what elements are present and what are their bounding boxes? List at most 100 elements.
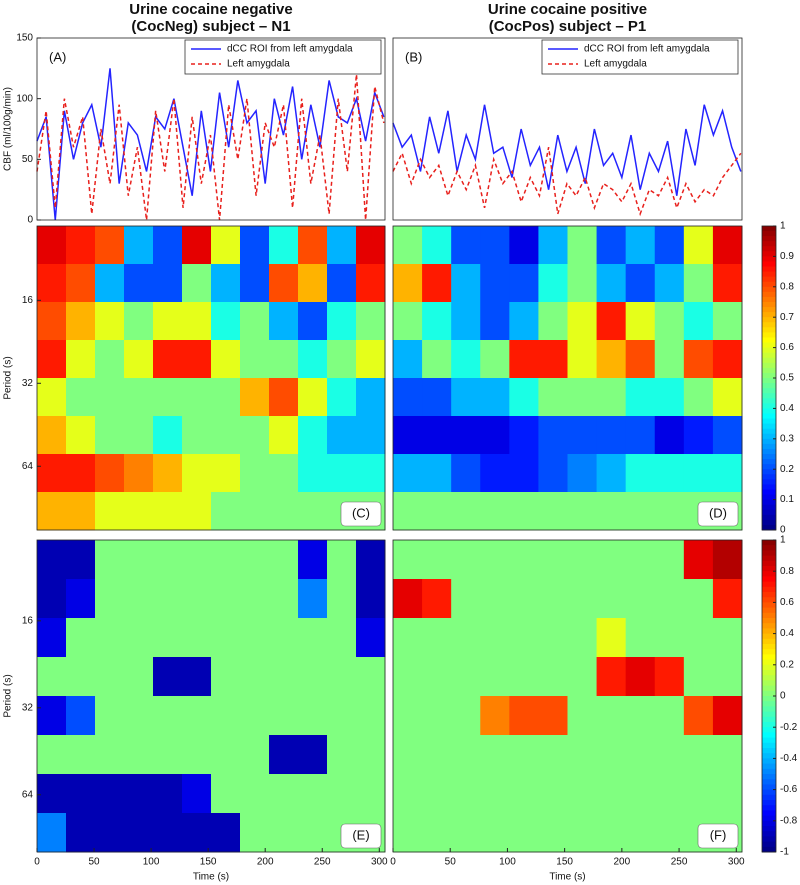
y-tick-label: 16: [22, 615, 34, 626]
colorbar-step: [762, 494, 776, 501]
heatmap-cell: [327, 774, 357, 814]
heatmap-cell: [66, 226, 96, 265]
heatmap-cell: [538, 340, 568, 379]
heatmap-cell: [422, 302, 452, 341]
heatmap-cell: [269, 264, 299, 303]
heatmap-cell: [480, 416, 510, 455]
heatmap-cell: [240, 226, 270, 265]
colorbar-step: [762, 612, 776, 619]
heatmap-cell: [596, 579, 627, 619]
heatmap-cell: [153, 735, 183, 775]
heatmap-cell: [712, 774, 743, 814]
heatmap-cell: [393, 618, 423, 658]
x-tick-label: 50: [88, 857, 100, 868]
heatmap-cell: [356, 264, 386, 303]
heatmap-cell: [393, 696, 423, 736]
heatmap-cell: [240, 696, 270, 736]
colorbar-step: [762, 388, 776, 394]
heatmap-cell: [327, 264, 357, 303]
heatmap-cell: [683, 340, 714, 379]
heatmap-cell: [124, 416, 154, 455]
heatmap-cell: [95, 618, 125, 658]
heatmap-cell: [654, 264, 685, 303]
colorbar-tick-label: 0.6: [780, 597, 794, 608]
colorbar-step: [762, 236, 776, 242]
heatmap-cell: [596, 264, 627, 303]
heatmap-cell: [654, 226, 685, 265]
heatmap-cell: [182, 813, 212, 853]
heatmap-cell: [625, 302, 656, 341]
heatmap-cell: [422, 378, 452, 417]
heatmap-cell: [269, 340, 299, 379]
colorbar-step: [762, 418, 776, 425]
heatmap-cell: [683, 735, 714, 775]
heatmap-cell: [356, 618, 386, 658]
heatmap-cell: [712, 540, 743, 580]
heatmap-cell: [538, 813, 568, 853]
panel-label: (C): [352, 505, 370, 520]
colorbar-step: [762, 638, 776, 645]
x-tick-label: 150: [200, 857, 217, 868]
heatmap-cell: [625, 696, 656, 736]
colorbar-step: [762, 597, 776, 603]
colorbar-step: [762, 592, 776, 598]
heatmap-cell: [95, 226, 125, 265]
heatmap-cell: [480, 657, 510, 697]
heatmap-cell: [298, 416, 328, 455]
colorbar-step: [762, 296, 776, 303]
heatmap-cell: [625, 735, 656, 775]
heatmap-cell: [451, 540, 481, 580]
heatmap-cell: [66, 735, 96, 775]
heatmap-cell: [37, 454, 67, 493]
colorbar-step: [762, 758, 776, 765]
heatmap-cell: [95, 696, 125, 736]
colorbar-step: [762, 281, 776, 288]
heatmap-cell: [269, 454, 299, 493]
heatmap-cell: [37, 492, 67, 531]
heatmap-cell: [538, 735, 568, 775]
colorbar-step: [762, 524, 776, 531]
y-axis-label: CBF (ml/100g/min): [3, 87, 14, 171]
heatmap-cell: [327, 735, 357, 775]
colorbar-step: [762, 690, 776, 697]
heatmap-cell: [153, 492, 183, 531]
heatmap-cell: [712, 657, 743, 697]
heatmap-cell: [683, 618, 714, 658]
heatmap-cell: [654, 696, 685, 736]
heatmap-cell: [240, 618, 270, 658]
heatmap-cell: [654, 735, 685, 775]
colorbar-tick-label: -0.4: [780, 753, 798, 764]
colorbar-step: [762, 332, 776, 338]
heatmap-cell: [567, 735, 598, 775]
heatmap-cell: [480, 264, 510, 303]
heatmap-cell: [298, 226, 328, 265]
heatmap-cell: [712, 340, 743, 379]
heatmap-cell: [269, 735, 299, 775]
colorbar-tick-label: -1: [780, 847, 789, 858]
heatmap-cell: [240, 340, 270, 379]
colorbar-step: [762, 504, 776, 511]
heatmap-cell: [66, 264, 96, 303]
heatmap-cell: [356, 454, 386, 493]
colorbar-step: [762, 266, 776, 273]
colorbar-step: [762, 659, 776, 666]
colorbar-step: [762, 317, 776, 323]
heatmap-cell: [567, 579, 598, 619]
heatmap-cell: [654, 416, 685, 455]
heatmap-cell: [298, 696, 328, 736]
colorbar-step: [762, 696, 776, 702]
y-tick-label: 16: [22, 295, 34, 306]
plot-frame: [36, 225, 386, 531]
heatmap-cell: [153, 618, 183, 658]
heatmap-cell: [298, 813, 328, 853]
colorbar-step: [762, 469, 776, 475]
heatmap-cell: [298, 302, 328, 341]
colorbar-step: [762, 794, 776, 801]
y-axis-label: Period (s): [3, 674, 14, 717]
heatmap-cell: [211, 696, 241, 736]
heatmap-cell: [654, 774, 685, 814]
heatmap-cell: [298, 540, 328, 580]
colorbar-step: [762, 545, 776, 551]
colorbar-step: [762, 443, 776, 450]
